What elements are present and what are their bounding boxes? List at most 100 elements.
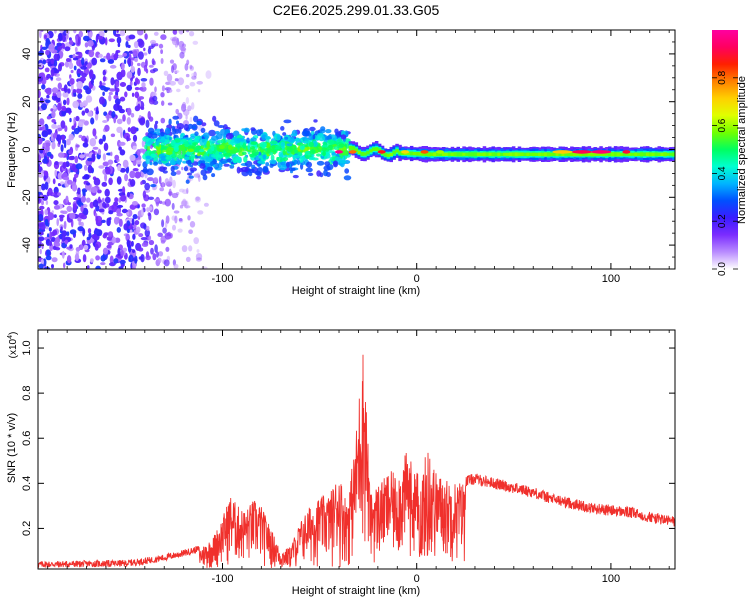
signal-blob — [309, 149, 316, 155]
noise-blob — [165, 215, 170, 224]
noise-blob — [161, 85, 165, 92]
narrowband-band — [584, 152, 589, 157]
noise-blob — [84, 164, 88, 171]
noise-blob — [80, 214, 88, 220]
snr-scale-exponent: 4 — [7, 335, 14, 339]
noise-blob — [99, 58, 106, 63]
signal-blob — [183, 156, 190, 161]
noise-blob — [197, 89, 201, 93]
noise-blob — [69, 40, 74, 45]
noise-blob — [74, 46, 78, 53]
noise-blob — [110, 77, 115, 86]
noise-blob — [124, 173, 129, 182]
noise-blob — [69, 229, 77, 235]
hotspot — [348, 150, 357, 154]
narrowband-band — [500, 152, 504, 156]
noise-blob — [53, 205, 61, 210]
noise-blob — [193, 173, 200, 178]
signal-blob — [144, 144, 148, 150]
noise-blob — [107, 231, 114, 238]
noise-blob — [69, 78, 75, 85]
signal-blob — [160, 136, 166, 143]
noise-blob — [178, 40, 185, 48]
signal-blob — [259, 141, 267, 148]
signal-blob — [256, 175, 262, 180]
noise-blob — [152, 253, 157, 261]
noise-blob — [146, 207, 150, 212]
signal-blob — [282, 157, 289, 162]
narrowband-band — [474, 152, 478, 157]
noise-blob — [154, 198, 161, 202]
noise-blob — [85, 174, 90, 180]
signal-blob — [284, 136, 289, 140]
noise-blob — [128, 254, 134, 263]
noise-blob — [77, 121, 84, 128]
noise-blob — [133, 41, 139, 49]
noise-blob — [86, 182, 90, 186]
noise-blob — [61, 110, 67, 117]
noise-blob — [143, 64, 148, 72]
noise-blob — [41, 242, 44, 250]
narrowband-band — [628, 152, 632, 156]
noise-blob — [62, 99, 67, 106]
noise-blob — [70, 69, 74, 74]
noise-blob — [57, 127, 63, 131]
signal-blob — [195, 145, 202, 151]
y-tick-label: 0.8 — [21, 385, 33, 400]
noise-blob — [64, 239, 69, 245]
noise-blob — [58, 152, 65, 158]
noise-blob — [57, 46, 63, 51]
noise-blob — [108, 91, 113, 96]
noise-blob — [104, 173, 108, 182]
narrowband-band — [608, 152, 612, 157]
signal-blob — [316, 160, 325, 166]
signal-blob — [192, 142, 199, 146]
noise-blob — [74, 93, 77, 97]
narrowband-band — [523, 152, 527, 157]
noise-blob — [45, 255, 52, 261]
noise-blob — [177, 228, 183, 233]
noise-blob — [72, 89, 77, 93]
noise-blob — [172, 224, 176, 231]
noise-blob — [122, 114, 126, 122]
signal-blob — [279, 164, 287, 171]
noise-blob — [108, 38, 116, 43]
noise-blob — [41, 200, 44, 206]
noise-blob — [87, 228, 92, 234]
noise-blob — [65, 58, 71, 62]
x-tick-label: -100 — [211, 273, 233, 285]
noise-blob — [60, 144, 64, 152]
noise-blob — [77, 187, 81, 195]
signal-blob — [153, 161, 158, 166]
noise-blob — [116, 36, 122, 44]
noise-blob — [44, 209, 48, 216]
noise-blob — [178, 188, 185, 193]
noise-blob — [69, 162, 73, 167]
noise-blob — [88, 69, 94, 78]
noise-blob — [88, 49, 95, 58]
narrowband-band — [468, 152, 472, 157]
noise-blob — [73, 117, 76, 124]
noise-blob — [84, 61, 88, 65]
signal-blob — [154, 123, 158, 131]
narrowband-band — [436, 152, 440, 157]
signal-blob — [233, 130, 240, 137]
noise-blob — [142, 190, 147, 199]
noise-blob — [38, 136, 43, 145]
y-tick-label: -40 — [21, 237, 33, 253]
narrowband-band — [663, 152, 667, 157]
narrowband-band — [366, 151, 370, 155]
narrowband-band — [348, 145, 353, 150]
narrowband-band — [386, 153, 391, 157]
noise-blob — [45, 200, 49, 206]
noise-blob — [158, 251, 164, 257]
noise-blob — [44, 99, 51, 104]
narrowband-band — [459, 152, 463, 157]
noise-blob — [130, 66, 136, 73]
narrowband-band — [351, 146, 356, 151]
noise-blob — [60, 181, 65, 185]
noise-blob — [41, 126, 45, 130]
noise-blob — [48, 43, 55, 53]
noise-blob — [154, 43, 159, 47]
noise-blob — [104, 37, 108, 46]
